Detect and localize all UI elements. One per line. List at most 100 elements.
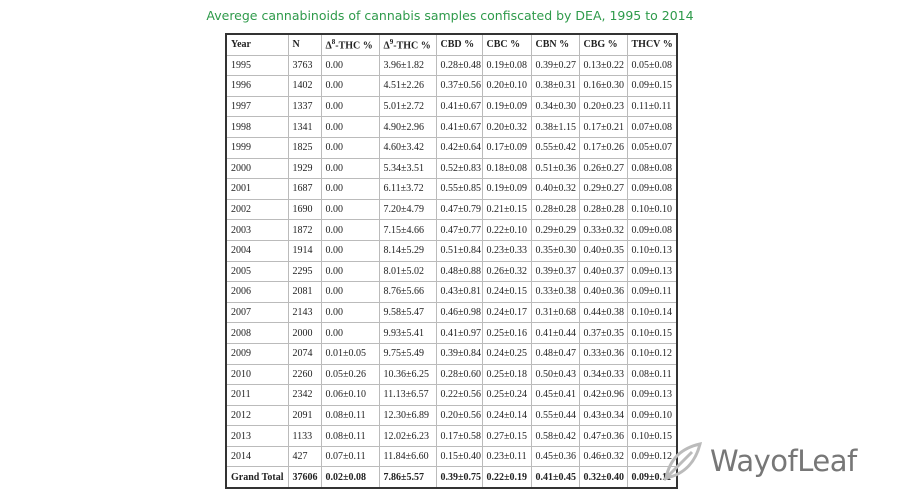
table-cell: 0.28±0.28 bbox=[530, 198, 580, 221]
table-row: 2014 427 0.07±0.11 11.84±6.60 0.15±0.40 0.23±… bbox=[225, 445, 678, 468]
table-cell: 0.28±0.60 bbox=[435, 363, 483, 386]
table-cell: 7.20±4.79 bbox=[378, 198, 437, 221]
table-cell: 2074 bbox=[287, 342, 322, 365]
table-cell: 0.41±0.45 bbox=[530, 466, 580, 489]
table-cell: 1337 bbox=[287, 95, 322, 118]
table-cell: 2005 bbox=[225, 260, 289, 283]
table-cell: 0.25±0.24 bbox=[481, 384, 532, 406]
table-cell: 0.32±0.40 bbox=[578, 466, 628, 489]
table-cell: 0.24±0.14 bbox=[481, 404, 532, 427]
table-cell: 0.09±0.13 bbox=[626, 260, 678, 283]
table-cell: 9.93±5.41 bbox=[378, 322, 437, 344]
table-cell: 4.51±2.26 bbox=[378, 75, 437, 97]
table-cell: 0.05±0.08 bbox=[626, 54, 678, 77]
table-cell: 0.08±0.11 bbox=[320, 404, 380, 427]
table-cell: 0.20±0.10 bbox=[481, 75, 532, 97]
table-cell: 0.25±0.18 bbox=[481, 363, 532, 386]
table-cell: 0.27±0.15 bbox=[481, 425, 532, 447]
table-cell: 0.09±0.08 bbox=[626, 178, 678, 200]
table-row: 1998 1341 0.00 4.90±2.96 0.41±0.67 0.20±0.32 0… bbox=[225, 116, 678, 138]
table-cell: 0.24±0.15 bbox=[481, 281, 532, 303]
table-cell: 1914 bbox=[287, 239, 322, 262]
table-cell: 0.25±0.16 bbox=[481, 322, 532, 344]
table-cell: 0.08±0.08 bbox=[626, 157, 678, 180]
table-row: 2004 1914 0.00 8.14±5.29 0.51±0.84 0.23±0.33 0… bbox=[225, 239, 678, 262]
table-cell: 0.00 bbox=[320, 281, 380, 303]
table-cell: 0.24±0.17 bbox=[481, 301, 532, 324]
header-cell: CBD % bbox=[435, 33, 483, 56]
table-cell: 1999 bbox=[225, 136, 289, 159]
table-cell: 2091 bbox=[287, 404, 322, 427]
table-cell: 0.10±0.15 bbox=[626, 322, 678, 344]
table-cell: 0.28±0.48 bbox=[435, 54, 483, 77]
header-row: Year N Δ8-THC % Δ9-THC % CBD % CBC % CBN % CBG … bbox=[225, 33, 678, 56]
table-cell: Grand Total bbox=[225, 466, 289, 489]
table-cell: 6.11±3.72 bbox=[378, 178, 437, 200]
table-cell: 0.46±0.98 bbox=[435, 301, 483, 324]
table-cell: 0.55±0.42 bbox=[530, 136, 580, 159]
table-cell: 8.14±5.29 bbox=[378, 239, 437, 262]
table-row: 1997 1337 0.00 5.01±2.72 0.41±0.67 0.19±0.09 0… bbox=[225, 95, 678, 118]
table-cell: 0.29±0.29 bbox=[530, 219, 580, 241]
table-cell: 2000 bbox=[287, 322, 322, 344]
table-cell: 0.19±0.09 bbox=[481, 95, 532, 118]
table-cell: 0.33±0.32 bbox=[578, 219, 628, 241]
table-cell: 0.00 bbox=[320, 54, 380, 77]
table-cell: 0.07±0.11 bbox=[320, 445, 380, 468]
table-cell: 2081 bbox=[287, 281, 322, 303]
table-cell: 0.00 bbox=[320, 239, 380, 262]
table-cell: 0.01±0.05 bbox=[320, 342, 380, 365]
header-cell: CBG % bbox=[578, 33, 628, 56]
header-cell: Year bbox=[225, 33, 289, 56]
table-cell: 0.37±0.56 bbox=[435, 75, 483, 97]
table-cell: 0.10±0.13 bbox=[626, 239, 678, 262]
table-cell: 0.45±0.41 bbox=[530, 384, 580, 406]
table-cell: 0.00 bbox=[320, 95, 380, 118]
table-cell: 1825 bbox=[287, 136, 322, 159]
table-cell: 2295 bbox=[287, 260, 322, 283]
table-cell: 0.41±0.67 bbox=[435, 116, 483, 138]
table-cell: 0.18±0.08 bbox=[481, 157, 532, 180]
table-row: 1996 1402 0.00 4.51±2.26 0.37±0.56 0.20±0.10 0… bbox=[225, 75, 678, 97]
table-cell: 8.01±5.02 bbox=[378, 260, 437, 283]
table-cell: 0.10±0.10 bbox=[626, 198, 678, 221]
table-cell: 0.34±0.33 bbox=[578, 363, 628, 386]
table-cell: 0.00 bbox=[320, 157, 380, 180]
table-cell: 0.00 bbox=[320, 322, 380, 344]
table-cell: 2006 bbox=[225, 281, 289, 303]
table-cell: 0.37±0.35 bbox=[578, 322, 628, 344]
table-cell: 0.07±0.08 bbox=[626, 116, 678, 138]
table-cell: 0.22±0.56 bbox=[435, 384, 483, 406]
table-cell: 1687 bbox=[287, 178, 322, 200]
table-cell: 3.96±1.82 bbox=[378, 54, 437, 77]
table-cell: 5.01±2.72 bbox=[378, 95, 437, 118]
table-cell: 10.36±6.25 bbox=[378, 363, 437, 386]
table-cell: 0.15±0.40 bbox=[435, 445, 483, 468]
table-cell: 0.00 bbox=[320, 219, 380, 241]
table-cell: 0.02±0.08 bbox=[320, 466, 380, 489]
table-cell: 1341 bbox=[287, 116, 322, 138]
table-cell: 11.84±6.60 bbox=[378, 445, 437, 468]
table-cell: 2014 bbox=[225, 445, 289, 468]
table-cell: 1690 bbox=[287, 198, 322, 221]
table-cell: 0.10±0.14 bbox=[626, 301, 678, 324]
table-cell: 0.47±0.79 bbox=[435, 198, 483, 221]
table-cell: 0.28±0.28 bbox=[578, 198, 628, 221]
table-cell: 0.35±0.30 bbox=[530, 239, 580, 262]
table-cell: 0.46±0.32 bbox=[578, 445, 628, 468]
table-cell: 0.00 bbox=[320, 260, 380, 283]
table-body: 1995 3763 0.00 3.96±1.82 0.28±0.48 0.19±0.08 0… bbox=[225, 54, 678, 489]
table-cell: 0.17±0.09 bbox=[481, 136, 532, 159]
table-cell: 0.00 bbox=[320, 178, 380, 200]
table-cell: 0.17±0.21 bbox=[578, 116, 628, 138]
table-cell: 0.38±1.15 bbox=[530, 116, 580, 138]
table-cell: 2013 bbox=[225, 425, 289, 447]
table-cell: 0.40±0.32 bbox=[530, 178, 580, 200]
table-cell: 0.40±0.36 bbox=[578, 281, 628, 303]
table-cell: 0.47±0.36 bbox=[578, 425, 628, 447]
data-table: Year N Δ8-THC % Δ9-THC % CBD % CBC % CBN % CBG … bbox=[225, 33, 678, 490]
table-cell: 0.09±0.15 bbox=[626, 75, 678, 97]
table-cell: 0.48±0.47 bbox=[530, 342, 580, 365]
table-cell: 0.55±0.44 bbox=[530, 404, 580, 427]
header-cell: THCV % bbox=[626, 33, 678, 56]
